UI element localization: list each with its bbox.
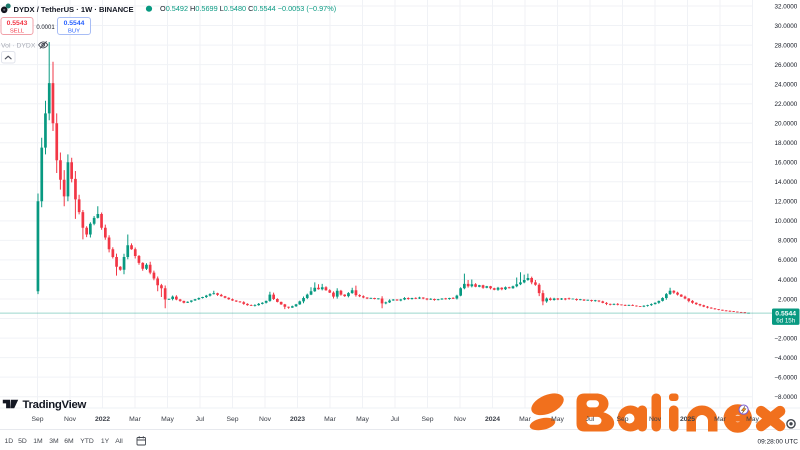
svg-text:Vol · DYDX: Vol · DYDX: [1, 42, 36, 49]
svg-text:5D: 5D: [18, 438, 27, 445]
svg-text:0.5543: 0.5543: [7, 20, 28, 27]
svg-text:Nov: Nov: [64, 416, 77, 423]
svg-text:09:28:00 UTC: 09:28:00 UTC: [758, 439, 799, 446]
svg-text:28.0000: 28.0000: [775, 42, 798, 49]
svg-text:YTD: YTD: [80, 438, 94, 445]
svg-text:May: May: [551, 416, 564, 423]
svg-text:2023: 2023: [290, 416, 305, 423]
svg-text:Jul: Jul: [586, 416, 595, 423]
svg-text:6.0000: 6.0000: [778, 257, 798, 264]
svg-text:Nov: Nov: [259, 416, 272, 423]
svg-text:32.0000: 32.0000: [775, 3, 798, 10]
svg-text:All: All: [115, 438, 123, 445]
svg-text:Sep: Sep: [616, 416, 628, 423]
svg-text:0.5544: 0.5544: [64, 20, 85, 27]
svg-text:12.0000: 12.0000: [775, 199, 798, 206]
svg-text:3M: 3M: [49, 438, 59, 445]
svg-text:May: May: [746, 416, 759, 423]
svg-text:6d 15h: 6d 15h: [776, 318, 795, 325]
svg-text:18.0000: 18.0000: [775, 140, 798, 147]
svg-text:TradingView: TradingView: [23, 399, 87, 411]
svg-text:−2.0000: −2.0000: [774, 335, 797, 342]
svg-text:Sep: Sep: [31, 416, 43, 423]
svg-text:−4.0000: −4.0000: [774, 355, 797, 362]
svg-text:22.0000: 22.0000: [775, 101, 798, 108]
svg-text:26.0000: 26.0000: [775, 62, 798, 69]
svg-text:2.0000: 2.0000: [778, 296, 798, 303]
svg-text:30.0000: 30.0000: [775, 23, 798, 30]
svg-text:16.0000: 16.0000: [775, 160, 798, 167]
svg-text:Mar: Mar: [714, 416, 726, 423]
svg-text:1Y: 1Y: [101, 438, 110, 445]
svg-text:May: May: [161, 416, 174, 423]
svg-text:20.0000: 20.0000: [775, 121, 798, 128]
svg-text:Jul: Jul: [196, 416, 205, 423]
svg-text:24.0000: 24.0000: [775, 81, 798, 88]
svg-text:Nov: Nov: [454, 416, 467, 423]
svg-text:Sep: Sep: [421, 416, 433, 423]
svg-text:0.5544: 0.5544: [775, 310, 796, 317]
svg-text:Mar: Mar: [519, 416, 531, 423]
svg-text:8.0000: 8.0000: [778, 238, 798, 245]
svg-text:BUY: BUY: [68, 28, 80, 34]
svg-text:Nov: Nov: [649, 416, 662, 423]
svg-text:2024: 2024: [485, 416, 500, 423]
svg-text:14.0000: 14.0000: [775, 179, 798, 186]
svg-text:Mar: Mar: [324, 416, 336, 423]
svg-text:Mar: Mar: [129, 416, 141, 423]
svg-text:−8.0000: −8.0000: [774, 394, 797, 401]
svg-text:−6.0000: −6.0000: [774, 374, 797, 381]
svg-text:May: May: [356, 416, 369, 423]
svg-text:1M: 1M: [33, 438, 43, 445]
svg-text:0.0001: 0.0001: [36, 25, 55, 31]
svg-text:O0.5492 H0.5699 L0.5480 C0.554: O0.5492 H0.5699 L0.5480 C0.5544 −0.0053 …: [160, 4, 336, 13]
svg-text:DYDX / TetherUS · 1W · BINANCE: DYDX / TetherUS · 1W · BINANCE: [14, 5, 134, 14]
svg-text:2025: 2025: [680, 416, 695, 423]
svg-text:1D: 1D: [4, 438, 13, 445]
svg-text:6M: 6M: [64, 438, 74, 445]
svg-text:Sep: Sep: [226, 416, 238, 423]
svg-text:4.0000: 4.0000: [778, 277, 798, 284]
svg-text:2022: 2022: [95, 416, 110, 423]
svg-text:10.0000: 10.0000: [775, 218, 798, 225]
svg-text:Jul: Jul: [391, 416, 400, 423]
svg-text:SELL: SELL: [10, 28, 25, 34]
